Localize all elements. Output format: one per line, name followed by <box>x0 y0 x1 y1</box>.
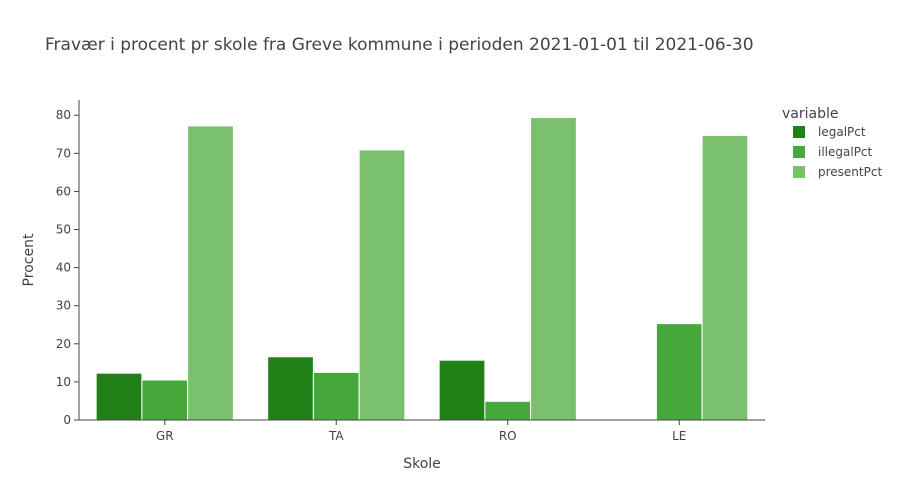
bar-illegalPct-GR <box>141 379 189 421</box>
y-axis-title: Procent <box>21 233 37 286</box>
x-tick-label: RO <box>499 429 517 443</box>
y-tick-label: 40 <box>56 261 71 275</box>
x-tick-label: TA <box>328 429 344 443</box>
bar-illegalPct-RO <box>484 400 532 421</box>
y-tick-label: 80 <box>56 108 71 122</box>
bar-presentPct-GR <box>187 125 234 421</box>
y-tick-label: 30 <box>56 299 71 313</box>
y-tick-label: 20 <box>56 337 71 351</box>
x-axis-title: Skole <box>403 456 441 472</box>
legend-title: variable <box>782 106 838 122</box>
legend-item-legalPct[interactable]: legalPct <box>818 125 866 139</box>
bar-legalPct-GR <box>95 372 143 421</box>
y-tick-label: 0 <box>63 413 71 427</box>
x-tick-label: GR <box>156 429 174 443</box>
legend-swatch-presentPct[interactable] <box>793 166 805 178</box>
y-tick-label: 50 <box>56 223 71 237</box>
bar-presentPct-TA <box>358 149 406 421</box>
x-tick-label: LE <box>672 429 686 443</box>
bar-legalPct-RO <box>438 359 486 421</box>
bar-illegalPct-LE <box>655 323 703 421</box>
plot-area: 0 10 20 30 40 50 60 70 80 GR TA RO LE <box>56 100 765 443</box>
bar-presentPct-RO <box>530 117 577 421</box>
x-ticks: GR TA RO LE <box>156 420 686 443</box>
y-tick-label: 10 <box>56 375 71 389</box>
y-tick-label: 70 <box>56 146 71 160</box>
bars <box>95 117 749 421</box>
y-ticks: 0 10 20 30 40 50 60 70 80 <box>56 108 79 427</box>
legend-item-illegalPct[interactable]: illegalPct <box>818 145 873 159</box>
bar-illegalPct-TA <box>312 371 360 421</box>
legend-swatch-illegalPct[interactable] <box>793 146 805 158</box>
bar-presentPct-LE <box>701 134 749 421</box>
legend-swatch-legalPct[interactable] <box>793 126 805 138</box>
chart-title: Fravær i procent pr skole fra Greve komm… <box>45 35 754 55</box>
legend: variable legalPct illegalPct presentPct <box>782 106 882 179</box>
y-tick-label: 60 <box>56 184 71 198</box>
legend-item-presentPct[interactable]: presentPct <box>818 165 882 179</box>
bar-legalPct-TA <box>267 356 314 421</box>
